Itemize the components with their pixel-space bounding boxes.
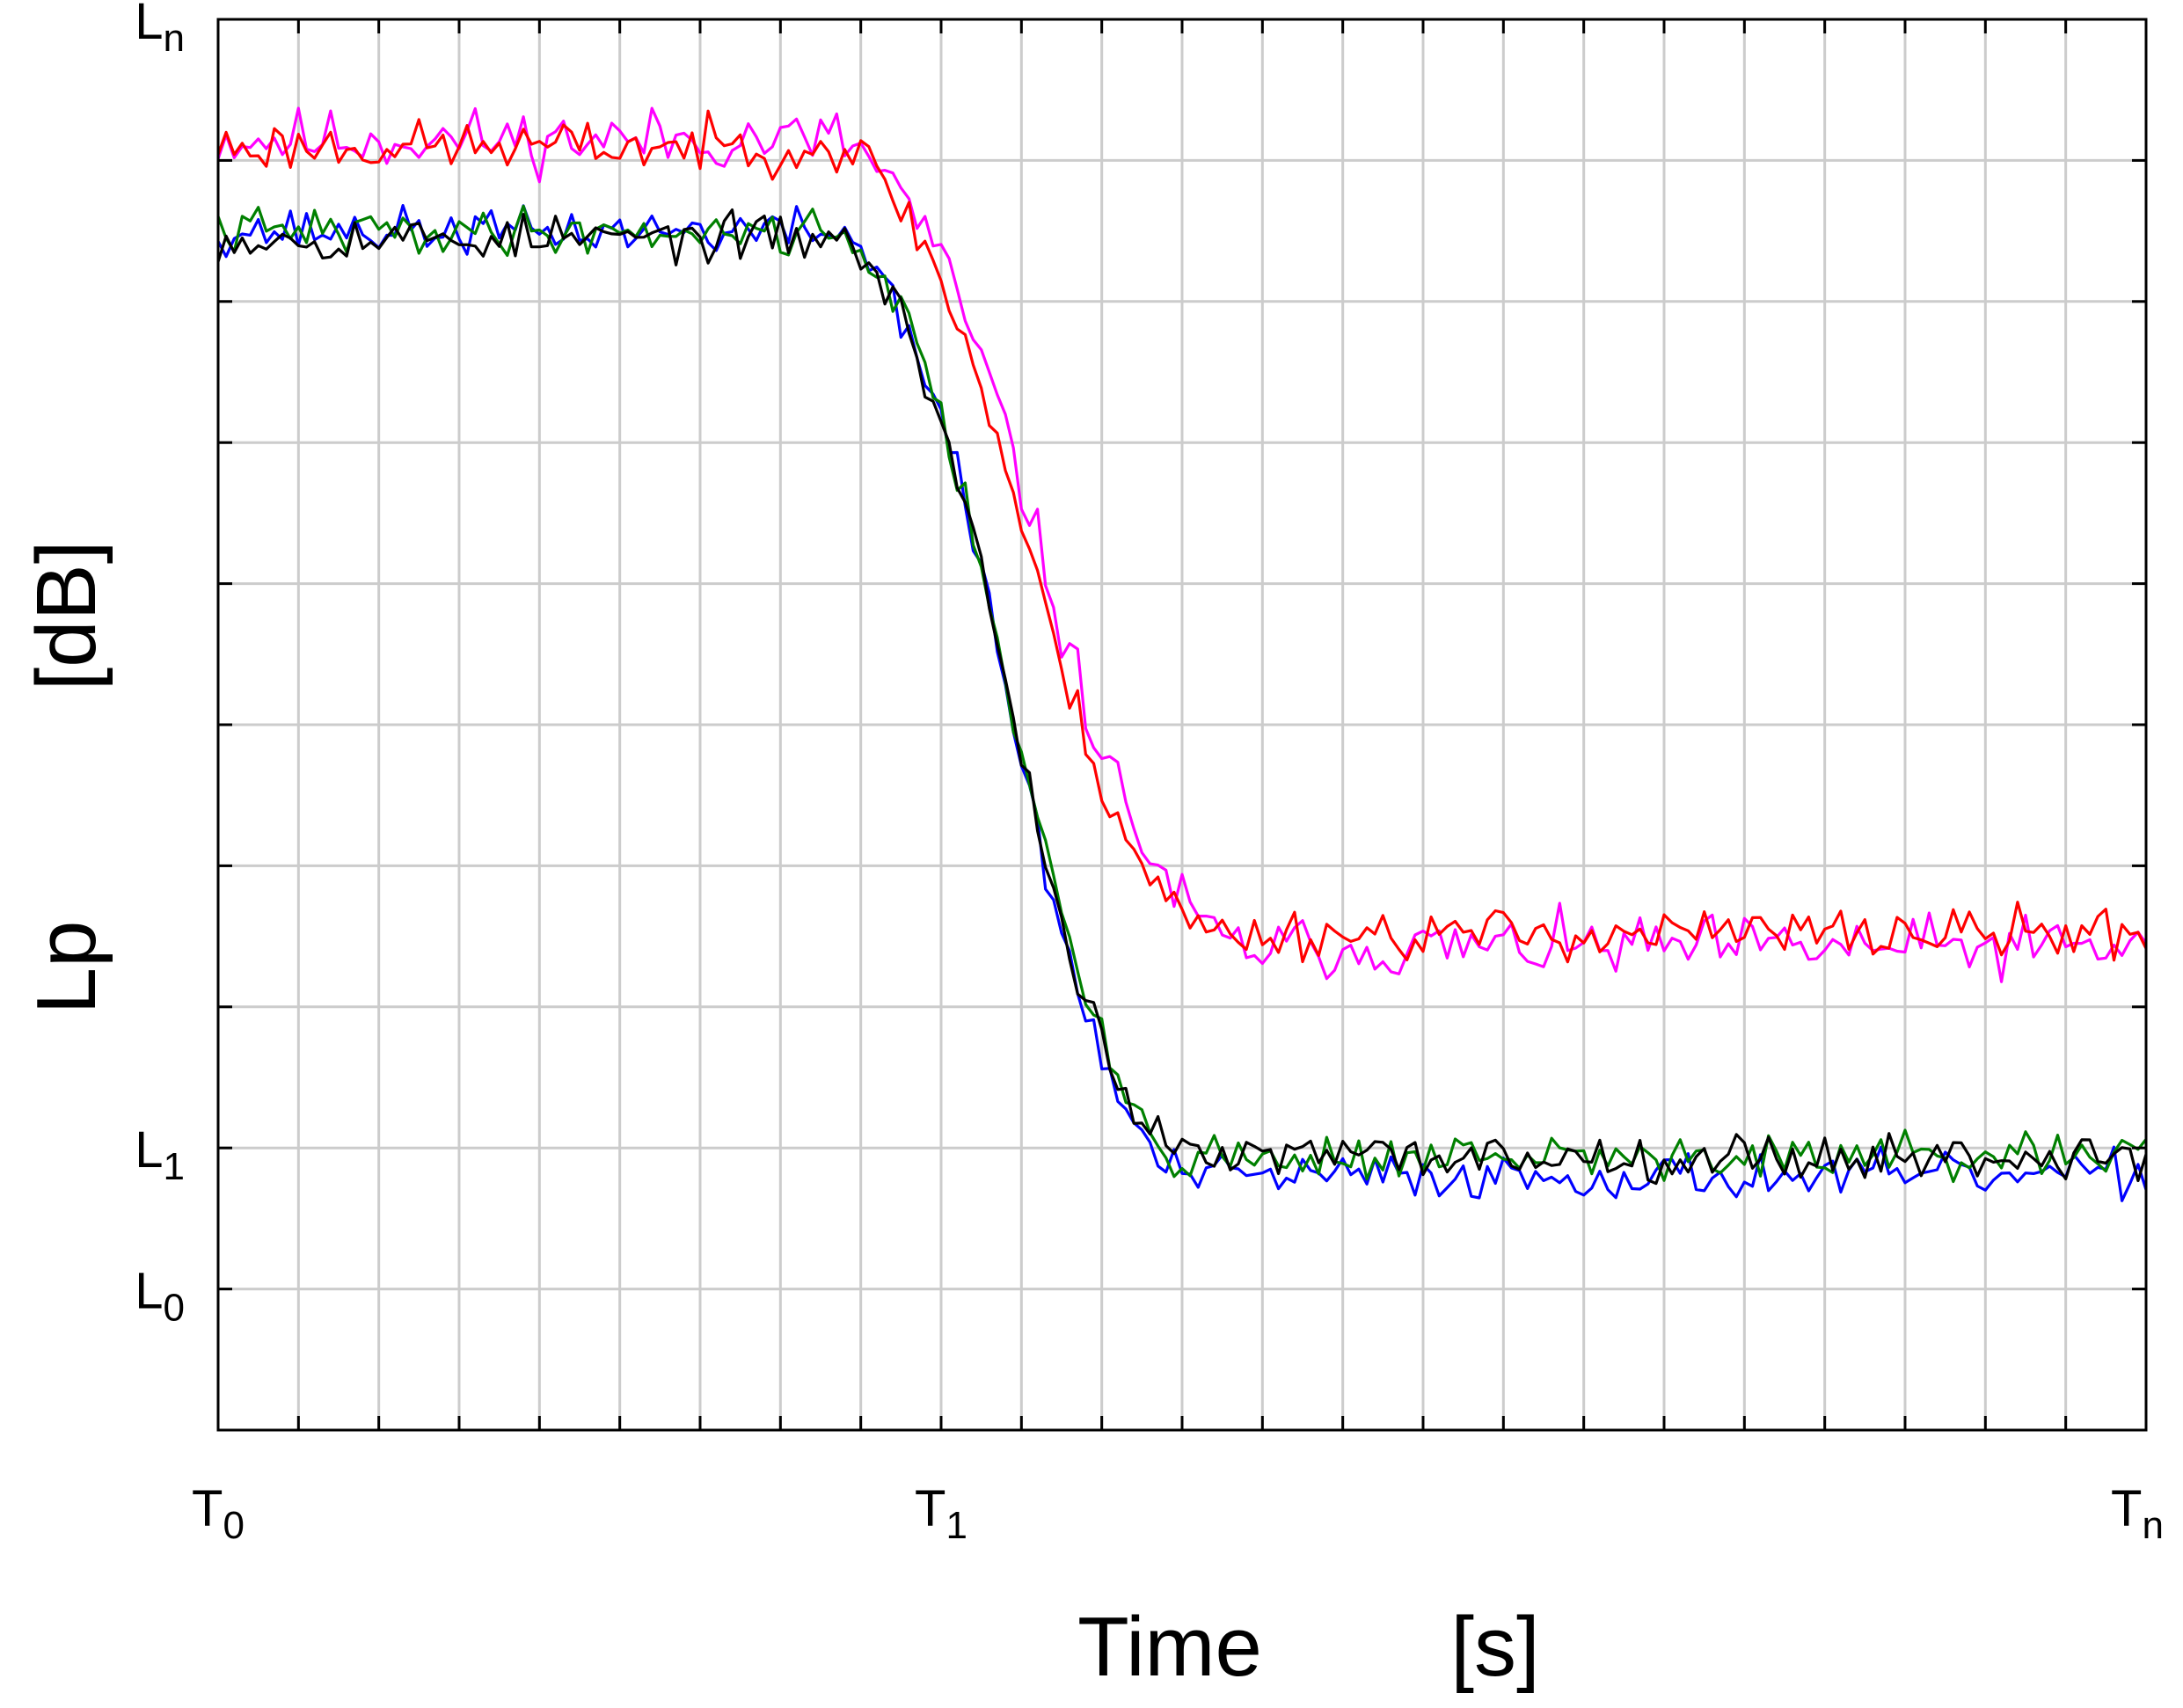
grid xyxy=(218,19,2146,1430)
x-axis-unit: [s] xyxy=(1450,1600,1539,1694)
series-line-0 xyxy=(216,106,2148,983)
y-tick-label: L0 xyxy=(135,1263,185,1330)
series-line-2 xyxy=(216,204,2148,1202)
y-tick-label: Ln xyxy=(135,0,185,60)
series-line-3 xyxy=(216,204,2148,1184)
y-tick-label: L1 xyxy=(135,1121,185,1188)
x-tick-labels: T0 T1 Tn xyxy=(192,1480,2164,1547)
series-line-4 xyxy=(216,208,2148,1186)
tick-marks xyxy=(218,19,2146,1430)
series-line-1 xyxy=(216,109,2148,964)
x-axis-label: Time xyxy=(1077,1600,1262,1694)
x-tick-label: T1 xyxy=(915,1480,967,1547)
y-axis-unit: [dB] xyxy=(19,541,113,691)
x-tick-label: T0 xyxy=(192,1480,245,1547)
x-tick-label: Tn xyxy=(2111,1480,2164,1547)
series-group xyxy=(216,106,2148,1202)
y-axis-label: Lp xyxy=(19,921,113,1015)
y-tick-labels: L0 L1 Ln xyxy=(135,0,185,1330)
